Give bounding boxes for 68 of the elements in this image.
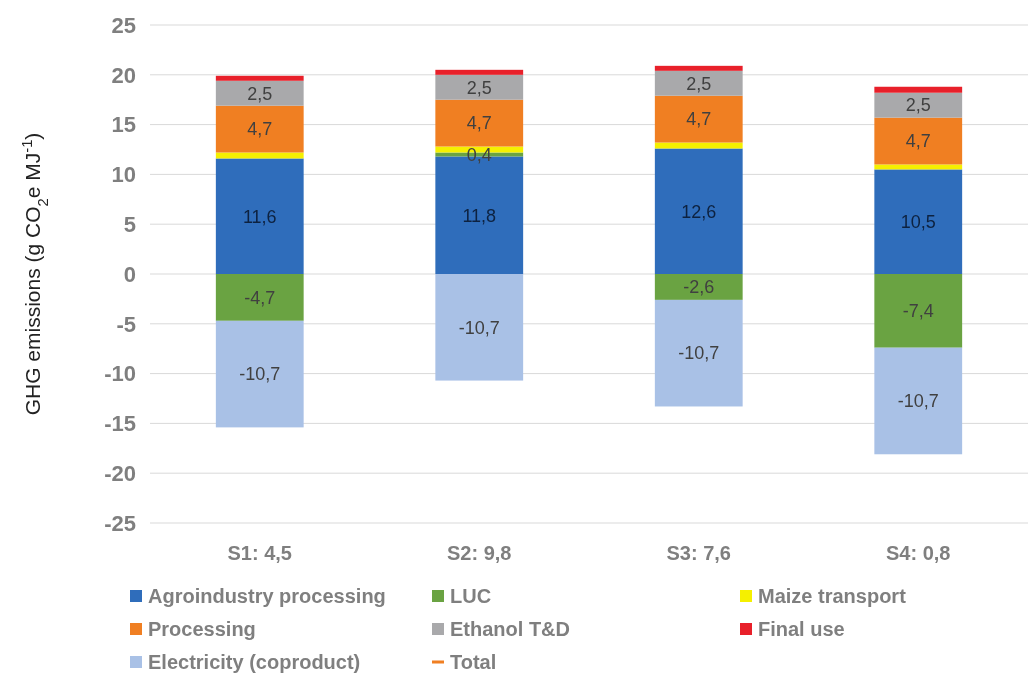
y-tick-label: 5: [123, 211, 136, 237]
data-label: -10,7: [897, 391, 939, 412]
data-label: 4,7: [466, 113, 492, 134]
data-label: 4,7: [686, 109, 712, 130]
bar: [654, 142, 743, 149]
data-label: -10,7: [458, 317, 500, 338]
legend-label: Ethanol T&D: [450, 618, 570, 640]
data-label: 4,7: [905, 131, 931, 152]
bar: [874, 117, 963, 165]
bar: [435, 69, 524, 75]
data-label: -2,6: [683, 277, 715, 298]
bar: [874, 347, 963, 455]
bar: [654, 299, 743, 407]
data-label: 4,7: [247, 119, 273, 140]
data-label: -7,4: [902, 301, 934, 322]
legend-label: Maize transport: [758, 585, 907, 607]
data-label: 2,5: [247, 83, 273, 104]
legend-label: Final use: [758, 618, 845, 640]
legend-label: Agroindustry processing: [148, 585, 386, 607]
bar: [874, 86, 963, 93]
legend-label: Electricity (coproduct): [148, 651, 361, 673]
bar: [654, 95, 743, 143]
data-label: 11,8: [462, 205, 497, 226]
bar: [874, 274, 963, 348]
y-tick-label: -15: [104, 411, 136, 437]
bar: [215, 152, 304, 159]
bar: [874, 169, 963, 274]
bar: [654, 70, 743, 96]
data-label: -10,7: [678, 343, 720, 364]
data-label: 0,4: [466, 144, 492, 165]
bar: [215, 105, 304, 153]
data-label: 11,6: [242, 206, 277, 227]
x-tick-label: S3: 7,6: [666, 542, 731, 564]
legend-label: Processing: [148, 618, 256, 640]
data-label: 12,6: [681, 201, 717, 222]
bar: [215, 158, 304, 274]
bar: [435, 274, 524, 381]
data-label: 2,5: [466, 77, 492, 98]
bar: [435, 99, 524, 147]
bar: [654, 65, 743, 71]
x-tick-label: S4: 0,8: [886, 542, 951, 564]
bar: [874, 164, 963, 170]
y-tick-label: 15: [111, 112, 136, 138]
bar: [654, 148, 743, 274]
y-tick-label: -5: [116, 311, 136, 337]
bar: [215, 75, 304, 81]
y-tick-label: -10: [104, 361, 136, 387]
bar: [874, 92, 963, 118]
y-tick-label: 0: [123, 261, 136, 287]
y-tick-label: -20: [104, 460, 136, 486]
data-label: -10,7: [239, 364, 281, 385]
legend-label: Total: [450, 651, 497, 673]
bar: [654, 274, 743, 300]
bar: [435, 74, 524, 100]
legend-label: LUC: [450, 585, 492, 607]
data-label: -4,7: [244, 287, 276, 308]
y-tick-label: 10: [111, 162, 136, 188]
x-tick-label: S1: 4,5: [227, 542, 292, 564]
data-label: 2,5: [686, 73, 712, 94]
y-tick-label: -25: [104, 510, 136, 536]
y-tick-label: 25: [111, 12, 136, 38]
data-label: 2,5: [905, 95, 931, 116]
bar: [215, 80, 304, 106]
bar: [215, 320, 304, 428]
x-tick-label: S2: 9,8: [447, 542, 512, 564]
bar: [215, 274, 304, 321]
y-tick-label: 20: [111, 62, 136, 88]
data-label: 10,5: [900, 212, 936, 233]
